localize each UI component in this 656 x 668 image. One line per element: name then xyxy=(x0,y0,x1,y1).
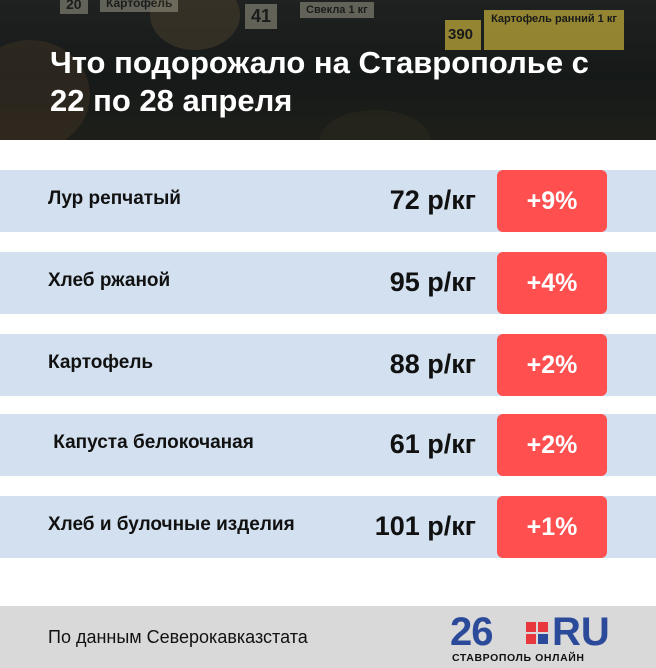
price-row: Хлеб и булочные изделия 101 р/кг +1% xyxy=(0,496,656,558)
bg-tag-label: Картофель xyxy=(100,0,179,12)
product-price: 95 р/кг xyxy=(389,267,476,297)
change-badge: +4% xyxy=(497,252,607,314)
price-row: Хлеб ржаной 95 р/кг +4% xyxy=(0,252,656,314)
product-price: 61 р/кг xyxy=(389,429,476,459)
product-name: Лур репчатый xyxy=(48,188,181,209)
product-price: 88 р/кг xyxy=(389,349,476,379)
product-price: 72 р/кг xyxy=(389,185,476,215)
product-name: Хлеб ржаной xyxy=(48,270,171,291)
bg-price-label: Картофель ранний 1 кг xyxy=(484,10,624,50)
logo-number: 26 xyxy=(450,610,493,654)
page-title: Что подорожало на Ставрополье с 22 по 28… xyxy=(50,45,589,118)
product-name: Капуста белокочаная xyxy=(48,432,254,453)
change-badge: +2% xyxy=(497,334,607,396)
bg-tag-number: 20 xyxy=(60,0,88,14)
logo-squares-icon xyxy=(526,622,548,644)
data-source: По данным Северокавказстата xyxy=(48,627,308,647)
price-row: Капуста белокочаная 61 р/кг +2% xyxy=(0,414,656,476)
change-badge: +2% xyxy=(497,414,607,476)
bg-price-number: 390 xyxy=(445,20,481,50)
logo-domain: RU xyxy=(552,610,610,654)
header-photo: 20 Картофель 41 Свекла 1 кг 390 Картофел… xyxy=(0,0,656,140)
price-row: Лур репчатый 72 р/кг +9% xyxy=(0,170,656,232)
change-badge: +1% xyxy=(497,496,607,558)
logo-subtitle: СТАВРОПОЛЬ ОНЛАЙН xyxy=(452,652,585,664)
product-name: Хлеб и булочные изделия xyxy=(48,514,295,535)
change-badge: +9% xyxy=(497,170,607,232)
footer: По данным Северокавказстата 26 RU СТАВРО… xyxy=(0,606,656,668)
bg-tag-label: Свекла 1 кг xyxy=(300,2,374,18)
product-price: 101 р/кг xyxy=(374,511,476,541)
product-name: Картофель xyxy=(48,352,154,373)
site-logo[interactable]: 26 RU СТАВРОПОЛЬ ОНЛАЙН xyxy=(450,610,610,664)
header-shade xyxy=(0,0,656,140)
bg-tag-number: 41 xyxy=(245,4,278,29)
price-row: Картофель 88 р/кг +2% xyxy=(0,334,656,396)
